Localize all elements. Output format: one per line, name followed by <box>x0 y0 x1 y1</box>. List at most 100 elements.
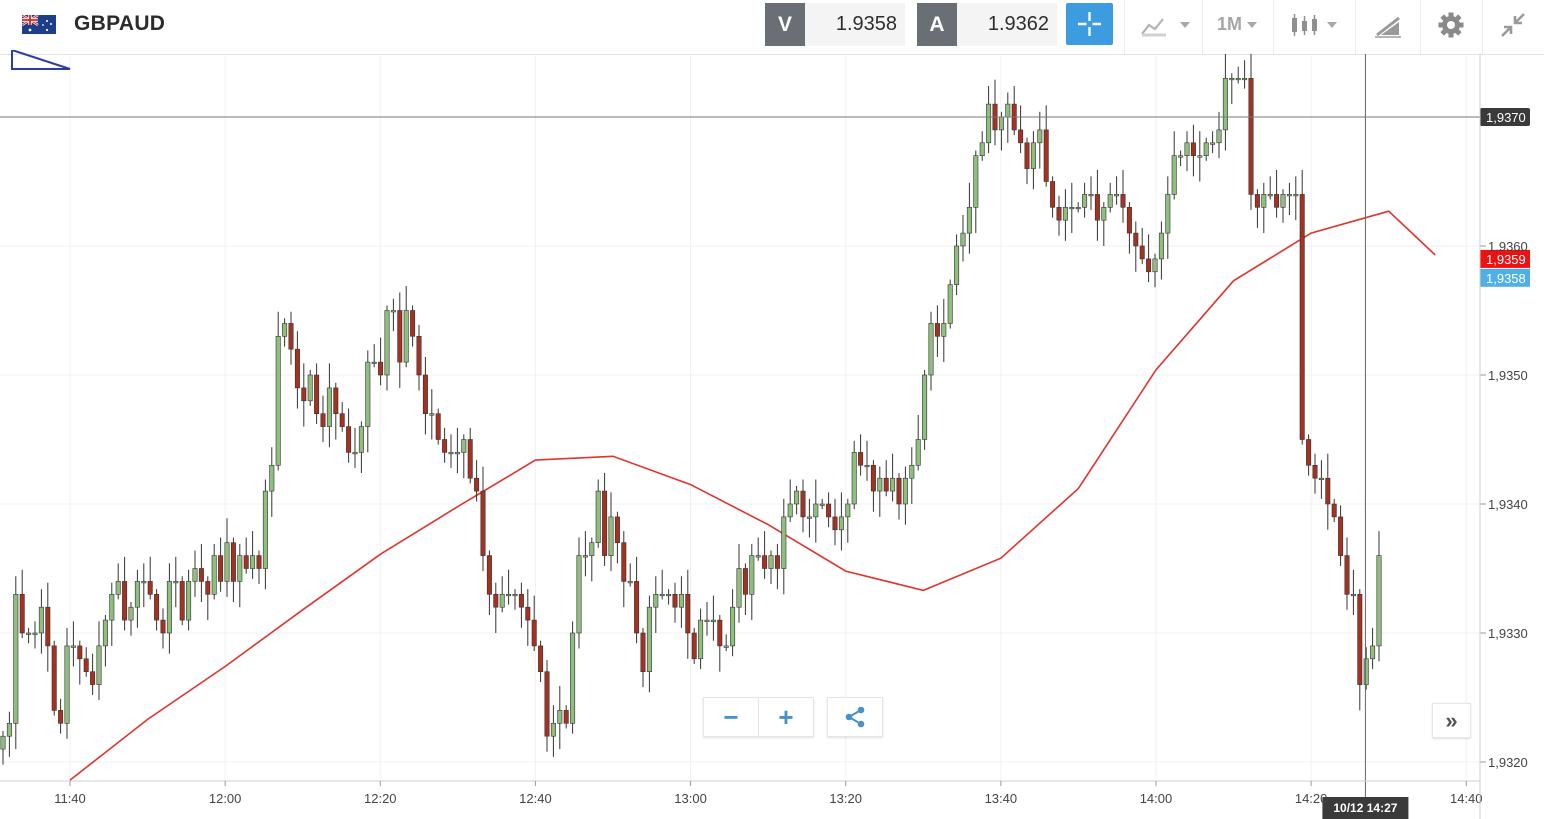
bull-candle <box>557 710 563 724</box>
bull-candle <box>928 323 934 376</box>
bid-price-box[interactable]: V 1.9358 <box>765 3 905 46</box>
bull-candle <box>864 464 870 468</box>
bull-candle <box>237 555 243 582</box>
bull-candle <box>275 335 281 466</box>
bull-candle <box>845 503 851 518</box>
bull-candle <box>448 452 454 455</box>
bull-candle <box>1350 593 1356 597</box>
bull-candle <box>794 490 800 505</box>
bull-candle <box>1242 78 1248 81</box>
drawing-tools-button[interactable] <box>1364 3 1412 46</box>
bull-candle <box>461 439 467 453</box>
ask-label: A <box>917 3 957 46</box>
bull-candle <box>1203 142 1209 157</box>
bull-candle <box>1197 155 1203 158</box>
x-tick-label: 14:40 <box>1450 791 1483 806</box>
bull-candle <box>813 503 819 518</box>
collapse-button[interactable] <box>1490 3 1536 46</box>
bull-candle <box>109 593 115 621</box>
timeframe-dropdown[interactable]: 1M <box>1210 3 1266 46</box>
bull-candle <box>1178 155 1184 158</box>
x-tick-label: 13:40 <box>985 791 1018 806</box>
chart-type-button[interactable] <box>1133 3 1197 46</box>
bull-candle <box>998 116 1004 131</box>
bull-candle <box>1152 258 1158 273</box>
bull-candle <box>698 619 704 660</box>
bull-candle <box>499 593 505 608</box>
bear-candle <box>1133 232 1139 247</box>
bull-candle <box>1235 78 1241 81</box>
bull-candle <box>1158 232 1164 260</box>
settings-button[interactable] <box>1428 3 1474 46</box>
bull-candle <box>1005 103 1011 118</box>
bull-candle <box>1114 194 1120 197</box>
bull-candle <box>38 606 44 634</box>
bull-candle <box>550 722 556 737</box>
bear-candle <box>1254 194 1260 208</box>
bull-candle <box>736 568 742 608</box>
bull-candle <box>173 581 179 584</box>
candle-style-button[interactable] <box>1283 3 1345 46</box>
bear-candle <box>243 555 249 569</box>
moving-average-line <box>69 210 1436 781</box>
bull-candle <box>986 103 992 144</box>
bull-candle <box>6 722 12 737</box>
bear-candle <box>640 632 646 673</box>
grid <box>0 56 1480 781</box>
x-tick-label: 14:00 <box>1140 791 1173 806</box>
bull-candle <box>787 503 793 518</box>
bear-candle <box>1043 129 1049 182</box>
crosshair-button[interactable] <box>1066 3 1113 45</box>
bear-candle <box>83 658 89 672</box>
bull-candle <box>326 387 332 427</box>
bull-candle <box>1107 194 1113 208</box>
bull-candle <box>115 581 121 595</box>
bear-candle <box>832 516 838 531</box>
bull-candle <box>1293 194 1299 197</box>
y-tick-label: 1,9340 <box>1488 497 1528 512</box>
bear-candle <box>1325 477 1331 505</box>
chart-type-icon <box>1141 17 1190 36</box>
bear-candle <box>346 426 352 453</box>
bull-candle <box>608 516 614 556</box>
zoom-out-button[interactable]: − <box>723 701 739 732</box>
x-tick-label: 14:20 <box>1295 791 1328 806</box>
bull-candle <box>954 245 960 286</box>
bull-candle <box>384 310 390 376</box>
bear-candle <box>614 516 620 544</box>
bull-candle <box>730 606 736 647</box>
bull-candle <box>941 323 947 337</box>
scroll-forward-button[interactable]: » <box>1432 703 1471 738</box>
bull-candle <box>403 310 409 363</box>
last-price-tag <box>1480 268 1530 287</box>
bear-candle <box>883 477 889 492</box>
ask-price-box[interactable]: A 1.9362 <box>917 3 1057 46</box>
share-button[interactable] <box>828 698 882 736</box>
bull-candle <box>211 555 217 595</box>
bull-candle <box>570 632 576 724</box>
bull-candle <box>371 361 377 364</box>
gb-au-flag-icon <box>22 15 56 34</box>
zoom-in-button[interactable]: + <box>758 698 813 736</box>
bull-candle <box>224 542 230 582</box>
x-tick-label: 12:00 <box>209 791 242 806</box>
price-chart[interactable]: 1,9370 10/12 14:27 1,9359 1,9358 11:40 12:00… <box>0 54 1544 819</box>
bear-candle <box>896 477 902 505</box>
bull-candle <box>890 477 896 492</box>
bear-candle <box>858 452 864 466</box>
bear-candle <box>1190 142 1196 157</box>
bear-candle <box>397 310 403 363</box>
bull-candle <box>390 310 396 313</box>
bid-label: V <box>765 3 805 46</box>
bull-candle <box>678 593 684 608</box>
bear-candle <box>218 555 224 582</box>
bear-candle <box>486 555 492 595</box>
chart-corner-icon <box>11 50 71 70</box>
collapse-icon <box>1501 12 1525 37</box>
bull-candle <box>806 516 812 519</box>
bull-candle <box>1318 477 1324 481</box>
bear-candle <box>19 593 25 634</box>
y-tick-label: 1,9320 <box>1488 755 1528 770</box>
bear-candle <box>1357 593 1363 685</box>
bear-candle <box>774 555 780 569</box>
